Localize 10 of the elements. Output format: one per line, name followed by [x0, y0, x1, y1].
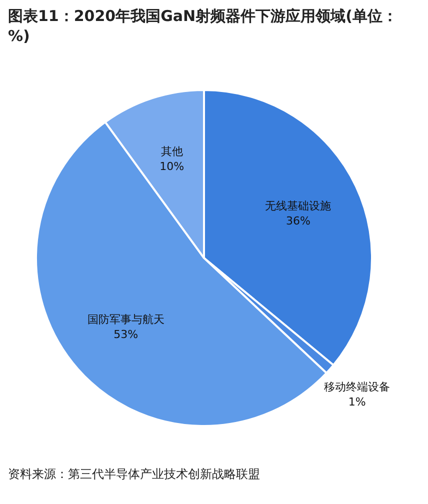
slice-label: 国防军事与航天	[87, 312, 164, 326]
text: 资料来源：第三代半导体产业技术创新战略联盟	[8, 466, 260, 483]
slice-label: 移动终端设备	[324, 380, 390, 394]
data-label: 36%	[286, 214, 310, 228]
data-label: 53%	[114, 328, 138, 341]
data-label: 10%	[160, 160, 184, 173]
slice-label: 无线基础设施	[265, 200, 332, 213]
slice-label: 其他	[160, 144, 183, 158]
data-label: 1%	[348, 395, 366, 408]
chart-title: 图表11：2020年我国GaN射频器件下游应用领域(单位：%)	[8, 6, 398, 46]
